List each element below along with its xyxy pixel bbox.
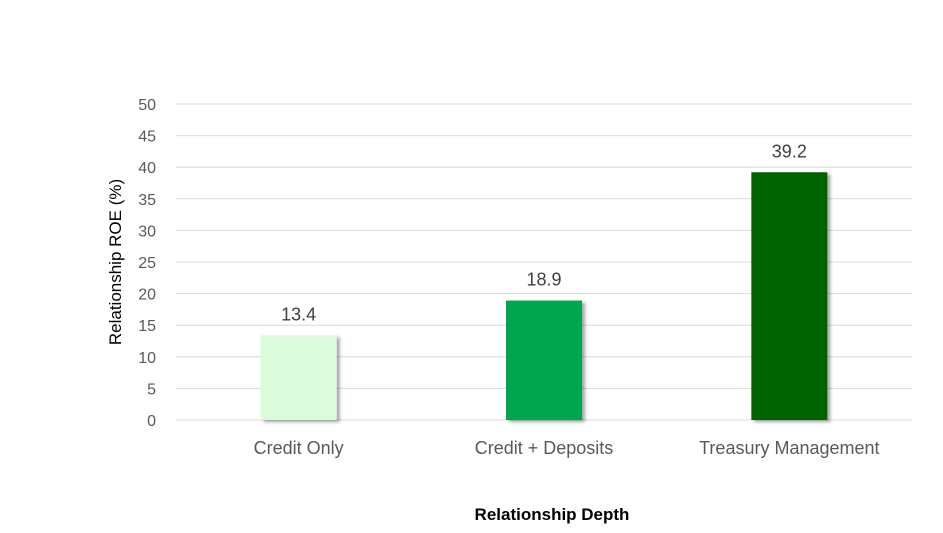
- x-axis-title: Relationship Depth: [475, 505, 630, 524]
- y-axis-tick-labels: 0 5 10 15 20 25 30 35 40 45 50: [138, 97, 156, 430]
- bars: [260, 172, 828, 420]
- x-tick-label-credit-only: Credit Only: [254, 438, 344, 458]
- y-tick-label-15: 15: [138, 318, 156, 335]
- y-axis-title: Relationship ROE (%): [106, 179, 125, 345]
- y-tick-label-5: 5: [147, 381, 156, 398]
- y-tick-label-20: 20: [138, 287, 156, 304]
- y-tick-label-25: 25: [138, 255, 156, 272]
- y-tick-label-50: 50: [138, 97, 156, 114]
- data-label-treasury-management: 39.2: [772, 141, 807, 161]
- x-tick-label-credit-deposits: Credit + Deposits: [475, 438, 614, 458]
- bar-credit-only: [260, 335, 337, 420]
- y-tick-label-45: 45: [138, 129, 156, 146]
- x-axis-category-labels: Credit Only Credit + Deposits Treasury Man…: [254, 438, 880, 458]
- y-tick-label-40: 40: [138, 160, 156, 177]
- data-label-credit-deposits: 18.9: [526, 270, 561, 290]
- bar-credit-deposits: [506, 300, 582, 420]
- y-tick-label-30: 30: [138, 223, 156, 240]
- y-tick-label-0: 0: [147, 413, 156, 430]
- y-tick-label-35: 35: [138, 192, 156, 209]
- data-labels: 13.4 18.9 39.2: [281, 141, 807, 324]
- x-tick-label-treasury-management: Treasury Management: [699, 438, 879, 458]
- y-tick-label-10: 10: [138, 350, 156, 367]
- bar-treasury-management: [751, 172, 828, 420]
- data-label-credit-only: 13.4: [281, 304, 316, 324]
